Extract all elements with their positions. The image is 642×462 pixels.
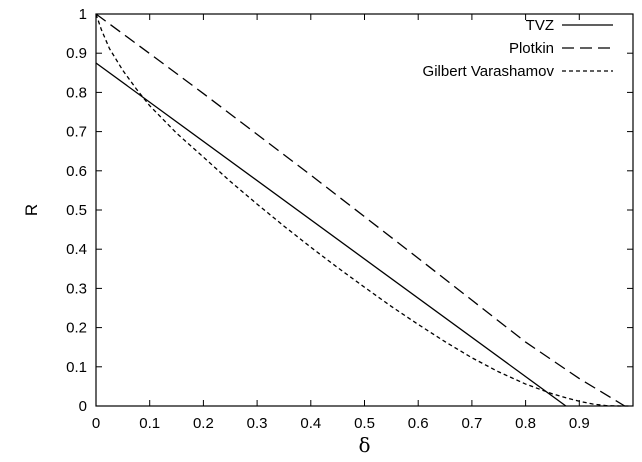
series-line-gilbert-varashamov — [95, 13, 631, 407]
legend-label: Gilbert Varashamov — [423, 63, 555, 80]
x-axis-label: δ — [358, 433, 370, 457]
y-tick-label: 0.4 — [66, 241, 87, 258]
series-line-tvz — [95, 62, 567, 407]
series-layer — [95, 13, 631, 407]
y-tick-label: 0.2 — [66, 320, 87, 337]
y-axis-label: R — [22, 204, 41, 216]
series-line-plotkin — [95, 13, 626, 407]
legend-label: Plotkin — [509, 40, 554, 57]
x-tick-label: 0 — [92, 415, 100, 432]
y-tick-label: 0.3 — [66, 280, 87, 297]
y-tick-label: 0.6 — [66, 163, 87, 180]
x-tick-label: 0.5 — [354, 415, 375, 432]
x-tick-label: 0.9 — [569, 415, 590, 432]
y-tick-label: 0.5 — [66, 202, 87, 219]
legend: TVZ Plotkin Gilbert Varashamov — [423, 17, 613, 80]
y-tick-label: 0.1 — [66, 359, 87, 376]
x-tick-label: 0.8 — [515, 415, 536, 432]
x-tick-label: 0.1 — [139, 415, 160, 432]
y-tick-label: 0.9 — [66, 45, 87, 62]
y-tick-label: 0.7 — [66, 124, 87, 141]
ticks-layer: 0 0.1 0.2 0.3 0.4 0.5 0.6 0.7 0.8 0.9 0 0.1 0.2 0.3 0.… — [66, 6, 633, 432]
x-tick-label: 0.6 — [408, 415, 429, 432]
x-tick-label: 0.3 — [247, 415, 268, 432]
y-tick-label: 1 — [79, 6, 87, 23]
x-tick-label: 0.2 — [193, 415, 214, 432]
x-tick-label: 0.7 — [461, 415, 482, 432]
y-tick-label: 0 — [79, 398, 87, 415]
x-tick-label: 0.4 — [300, 415, 321, 432]
y-tick-label: 0.8 — [66, 84, 87, 101]
legend-label: TVZ — [526, 17, 554, 34]
